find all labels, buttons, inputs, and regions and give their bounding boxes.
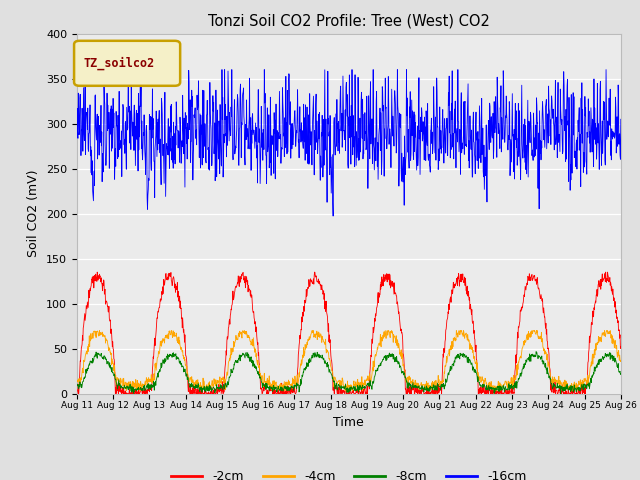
Text: TZ_soilco2: TZ_soilco2 xyxy=(83,57,155,70)
X-axis label: Time: Time xyxy=(333,416,364,429)
Legend: -2cm, -4cm, -8cm, -16cm: -2cm, -4cm, -8cm, -16cm xyxy=(166,465,531,480)
Title: Tonzi Soil CO2 Profile: Tree (West) CO2: Tonzi Soil CO2 Profile: Tree (West) CO2 xyxy=(208,13,490,28)
FancyBboxPatch shape xyxy=(74,41,180,86)
Y-axis label: Soil CO2 (mV): Soil CO2 (mV) xyxy=(28,170,40,257)
